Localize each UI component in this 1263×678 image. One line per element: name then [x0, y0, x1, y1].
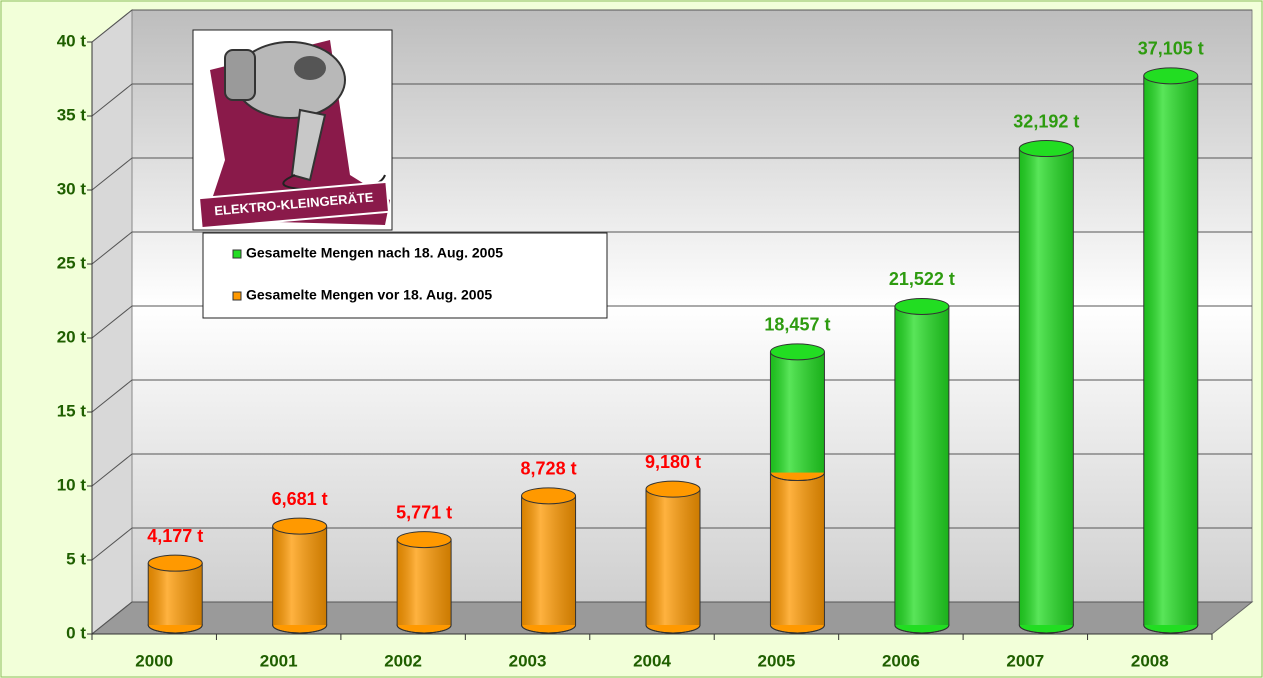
data-label: 6,681 t — [272, 489, 328, 509]
bar-cap — [397, 532, 451, 548]
bar-cap — [1019, 141, 1073, 157]
x-tick-label: 2007 — [1006, 651, 1044, 670]
bar-cap — [273, 518, 327, 534]
bar-shade — [148, 563, 202, 625]
bar-shade — [770, 352, 824, 473]
bar-shade — [895, 306, 949, 625]
bar-cap — [895, 298, 949, 314]
data-label: 37,105 t — [1138, 39, 1204, 59]
bar-shade — [646, 489, 700, 625]
x-tick-label: 2003 — [509, 651, 547, 670]
x-tick-label: 2000 — [135, 651, 173, 670]
bar-cap — [522, 488, 576, 504]
x-tick-label: 2008 — [1131, 651, 1169, 670]
legend-label: Gesamelte Mengen nach 18. Aug. 2005 — [246, 245, 503, 261]
data-label: 21,522 t — [889, 269, 955, 289]
y-tick-label: 5 t — [66, 549, 86, 568]
y-tick-label: 15 t — [57, 401, 87, 420]
x-tick-label: 2004 — [633, 651, 671, 670]
data-label: 8,728 t — [521, 459, 577, 479]
bar-cap — [770, 344, 824, 360]
bar-shade — [1144, 76, 1198, 625]
y-tick-label: 20 t — [57, 327, 87, 346]
x-tick-label: 2002 — [384, 651, 422, 670]
y-tick-label: 35 t — [57, 105, 87, 124]
bar-cap — [1144, 68, 1198, 84]
bar-cap — [646, 481, 700, 497]
legend-swatch — [233, 250, 241, 258]
data-label: 4,177 t — [147, 526, 203, 546]
page: 0 t 5 t 10 t 15 t 20 t 25 t 30 t 35 t 40 t 2000 20… — [0, 0, 1263, 678]
bar-shade — [273, 526, 327, 625]
legend-label: Gesamelte Mengen vor 18. Aug. 2005 — [246, 287, 492, 303]
chart: 0 t 5 t 10 t 15 t 20 t 25 t 30 t 35 t 40 t 2000 20… — [0, 0, 1263, 678]
y-tick-label: 30 t — [57, 179, 87, 198]
y-tick-label: 40 t — [57, 31, 87, 50]
bar-shade — [770, 473, 824, 625]
bar-shade — [397, 540, 451, 625]
bar-shade — [1019, 149, 1073, 625]
x-tick-label: 2006 — [882, 651, 920, 670]
x-tick-label: 2001 — [260, 651, 298, 670]
legend-swatch — [233, 292, 241, 300]
data-label: 9,180 t — [645, 452, 701, 472]
y-tick-label: 0 t — [66, 623, 86, 642]
bar-cap — [148, 555, 202, 571]
x-tick-label: 2005 — [758, 651, 796, 670]
bar-shade — [522, 496, 576, 625]
data-label: 32,192 t — [1013, 111, 1079, 131]
y-tick-label: 25 t — [57, 253, 87, 272]
data-label: 18,457 t — [764, 315, 830, 335]
data-label: 5,771 t — [396, 502, 452, 522]
logo: ELEKTRO-KLEINGERÄTE — [193, 30, 392, 230]
y-tick-label: 10 t — [57, 475, 87, 494]
